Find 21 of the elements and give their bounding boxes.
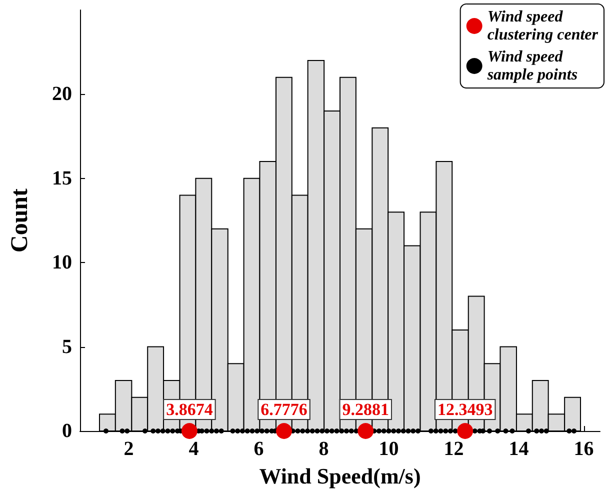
x-tick-label: 14 bbox=[508, 438, 529, 460]
x-tick-label: 2 bbox=[124, 438, 134, 460]
x-axis-title: Wind Speed(m/s) bbox=[259, 464, 421, 488]
x-tick-label: 8 bbox=[318, 438, 329, 460]
y-axis-title: Count bbox=[7, 188, 33, 253]
y-tick-label: 15 bbox=[52, 167, 72, 190]
y-tick-label: 20 bbox=[52, 83, 72, 106]
y-tick-label: 5 bbox=[62, 336, 72, 358]
y-tick-label: 10 bbox=[52, 252, 72, 274]
legend-label: Wind speed clustering center bbox=[487, 8, 599, 44]
x-tick-label: 10 bbox=[378, 438, 399, 460]
annotation: 3.8674 bbox=[166, 400, 214, 419]
annotation: 12.3493 bbox=[437, 400, 493, 419]
x-tick-label: 6 bbox=[254, 438, 264, 460]
annotation: 6.7776 bbox=[260, 400, 308, 419]
x-tick-label: 16 bbox=[574, 438, 594, 460]
legend-label: Wind speed sample points bbox=[486, 48, 578, 84]
annotation: 9.2881 bbox=[342, 400, 389, 419]
x-tick-label: 12 bbox=[444, 438, 464, 460]
y-tick-label: 0 bbox=[62, 420, 72, 442]
x-tick-label: 4 bbox=[188, 438, 199, 460]
